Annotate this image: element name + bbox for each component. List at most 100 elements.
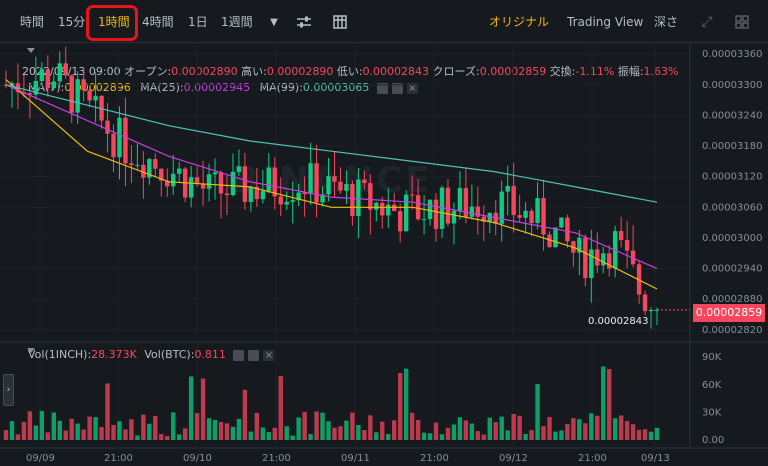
interval-4h[interactable]: 4時間 <box>142 15 174 29</box>
candle-body <box>529 210 534 224</box>
vol1-value: 28.373K <box>91 348 137 361</box>
volume-bar <box>81 429 86 440</box>
volume-bar <box>87 416 92 440</box>
view-depth-tab[interactable]: 深さ <box>654 15 679 29</box>
ma25-value: 0.00002945 <box>183 81 251 94</box>
volume-bar <box>529 430 534 440</box>
candle-body <box>159 168 164 181</box>
volume-bar <box>499 416 504 440</box>
candle-body <box>87 90 92 101</box>
candle-body <box>368 183 373 210</box>
volume-legend: Vol(1INCH):28.373K Vol(BTC):0.811 × <box>28 348 275 361</box>
ma-close-icon[interactable]: × <box>406 82 418 94</box>
volume-bar <box>308 434 313 440</box>
candle-body <box>111 133 116 158</box>
volume-bar <box>618 415 624 440</box>
ma-settings-icon[interactable] <box>391 82 403 94</box>
low-label: 低い: <box>336 65 363 78</box>
volume-bar <box>648 431 654 440</box>
candle-body <box>194 177 200 184</box>
candle-body <box>380 202 385 216</box>
candle-body <box>224 193 230 196</box>
interval-time[interactable]: 時間 <box>20 15 45 29</box>
volume-bar <box>368 415 373 440</box>
volume-bar <box>654 427 660 440</box>
candle-body <box>188 177 194 198</box>
candle-body <box>212 172 218 175</box>
toolbar: 時間 15分 1時間 4時間 1日 1週間 ▼ オリジナル Trading Vi… <box>0 0 768 43</box>
candle-body <box>362 179 367 184</box>
chart-grid-icon[interactable] <box>330 12 350 32</box>
candle-body <box>218 172 224 194</box>
volume-bar <box>21 421 27 440</box>
ma-line-1 <box>5 84 658 270</box>
candle-body <box>302 192 307 195</box>
collapse-info-chevron-icon[interactable] <box>27 48 35 53</box>
vol-close-icon[interactable]: × <box>263 349 275 361</box>
candle-body <box>123 117 128 164</box>
ma99-label: MA(99): <box>259 81 303 94</box>
volume-bar <box>242 389 248 440</box>
price-axis-tick: 0.00003000 <box>702 233 762 244</box>
indicator-settings-icon[interactable] <box>294 12 314 32</box>
more-intervals-chevron-icon[interactable]: ▼ <box>270 16 278 28</box>
volume-bar <box>326 421 331 440</box>
candle-body <box>296 192 301 201</box>
sidebar-expand-handle-icon[interactable]: › <box>3 374 14 406</box>
interval-15m[interactable]: 15分 <box>58 15 86 29</box>
vol-visibility-icon[interactable] <box>233 349 245 361</box>
interval-1h[interactable]: 1時間 <box>98 15 130 29</box>
volume-bar <box>27 411 33 440</box>
volume-bar <box>290 435 295 440</box>
close-label: クローズ: <box>432 65 480 78</box>
candle-body <box>284 201 289 205</box>
amplitude-value: 1.63% <box>643 65 679 78</box>
view-original-tab[interactable]: オリジナル <box>489 15 550 29</box>
volume-bar <box>451 424 457 440</box>
candle-body <box>421 219 427 221</box>
volume-bar <box>57 420 62 440</box>
time-axis-tick: 09/09 <box>26 453 55 464</box>
volume-bar <box>487 417 492 440</box>
high-label: 高い: <box>241 65 267 78</box>
interval-1w[interactable]: 1週間 <box>221 15 253 29</box>
volume-bar <box>75 423 80 440</box>
fullscreen-icon[interactable]: ⤢ <box>701 14 713 30</box>
ma-visibility-icon[interactable] <box>376 82 388 94</box>
volume-bar <box>392 420 397 440</box>
volume-bar <box>135 435 140 440</box>
candle-body <box>57 63 62 82</box>
view-tradingview-tab[interactable]: Trading View <box>567 15 644 29</box>
price-axis-tick: 0.00003360 <box>702 49 762 60</box>
volume-bar <box>439 434 445 440</box>
volume-bar <box>182 428 188 440</box>
volume-bar <box>397 373 403 440</box>
volume-bar <box>236 418 242 440</box>
price-axis-tick: 0.00002820 <box>702 325 762 336</box>
volume-bar <box>314 411 319 440</box>
volume-bar <box>630 424 636 440</box>
ma-line-0 <box>5 79 658 290</box>
time-axis-tick: 21:00 <box>104 453 133 464</box>
interval-1d[interactable]: 1日 <box>188 15 208 29</box>
collapse-volume-chevron-icon[interactable] <box>27 348 35 353</box>
candle-body <box>33 81 39 95</box>
volume-bar <box>51 412 56 440</box>
volume-bar <box>165 436 170 440</box>
candle-body <box>230 171 236 196</box>
vol-settings-icon[interactable] <box>248 349 260 361</box>
time-axis-tick: 21:00 <box>420 453 449 464</box>
candle-body <box>350 184 355 217</box>
last-low-label: 0.00002843 <box>586 316 651 327</box>
candle-body <box>547 234 552 248</box>
candle-body <box>93 95 98 101</box>
volume-bar <box>117 421 122 440</box>
open-label: オープン: <box>124 65 172 78</box>
volume-axis-tick: 30K <box>702 407 722 418</box>
volume-bar <box>595 415 600 440</box>
volume-bar <box>338 426 343 440</box>
layout-grid-icon[interactable] <box>732 12 752 32</box>
price-axis-tick: 0.00002940 <box>702 264 762 275</box>
volume-bar <box>206 418 212 440</box>
